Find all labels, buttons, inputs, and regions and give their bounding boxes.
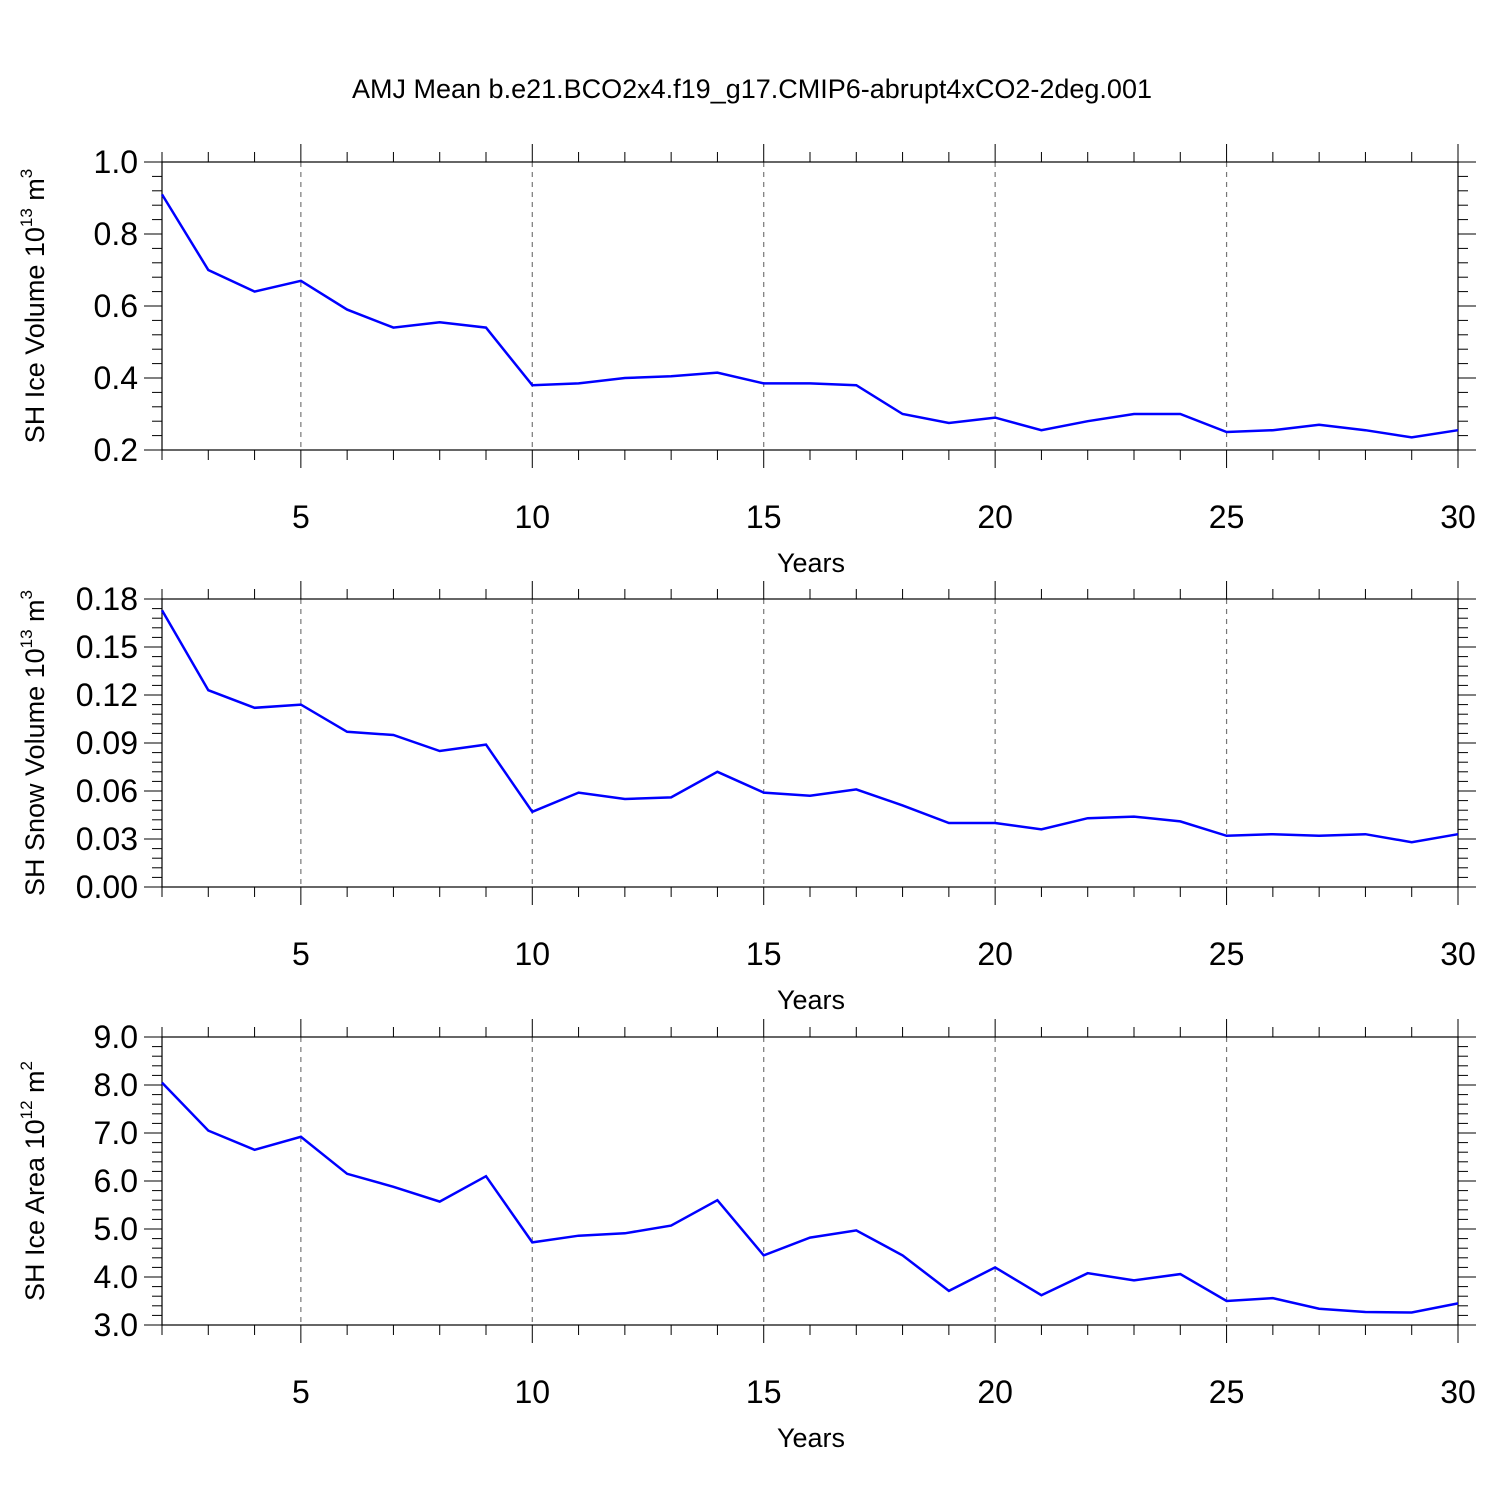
x-axis-label: Years	[777, 548, 845, 578]
x-tick-label: 30	[1440, 936, 1476, 972]
y-axis-label-exponent: 13	[17, 208, 36, 227]
x-tick-label: 10	[514, 936, 550, 972]
y-tick-label: 6.0	[94, 1163, 138, 1199]
y-axis-label: SH Ice Volume 1013 m3	[17, 169, 50, 444]
y-tick-label: 5.0	[94, 1211, 138, 1247]
x-tick-label: 10	[514, 499, 550, 535]
panel-3: 3.0 4.0 5.0 6.0 7.0 8.0 9.0 5 10 15 20 25 30 Years SH …	[17, 1019, 1476, 1453]
series-line	[161, 1081, 1459, 1314]
series-line	[160, 609, 1459, 844]
x-tick-label: 20	[977, 499, 1013, 535]
panel-2: 0.00 0.03 0.06 0.09 0.12 0.15 0.18 5 10 15 20 25 30 Y…	[17, 581, 1476, 1015]
y-tick-label: 1.0	[94, 144, 138, 180]
x-tick-label: 15	[746, 499, 782, 535]
y-tick-label: 0.18	[76, 581, 138, 617]
y-axis-label-unit-exponent: 2	[17, 1061, 36, 1070]
x-tick-label: 10	[514, 1374, 550, 1410]
plot-frame	[161, 598, 1459, 888]
x-tick-label: 5	[292, 1374, 310, 1410]
y-tick-label: 8.0	[94, 1067, 138, 1103]
y-tick-label: 0.2	[94, 432, 138, 468]
y-axis-label-main: SH Ice Area 10	[20, 1119, 50, 1301]
y-tick-label: 0.6	[94, 288, 138, 324]
x-tick-label: 5	[292, 936, 310, 972]
y-tick-label: 3.0	[94, 1307, 138, 1343]
y-tick-label: 0.8	[94, 216, 138, 252]
y-axis-label-main: SH Ice Volume 10	[20, 227, 50, 443]
x-tick-label: 25	[1209, 1374, 1245, 1410]
figure-title: AMJ Mean b.e21.BCO2x4.f19_g17.CMIP6-abru…	[352, 74, 1152, 104]
x-tick-label: 15	[746, 936, 782, 972]
y-axis-label-exponent: 13	[17, 629, 36, 648]
y-tick-label: 7.0	[94, 1115, 138, 1151]
y-tick-label: 0.09	[76, 725, 138, 761]
x-tick-label: 5	[292, 499, 310, 535]
y-tick-label: 0.15	[76, 629, 138, 665]
x-axis-label: Years	[777, 985, 845, 1015]
x-tick-label: 30	[1440, 1374, 1476, 1410]
y-axis-label-unit-exponent: 3	[17, 169, 36, 178]
y-tick-label: 4.0	[94, 1259, 138, 1295]
y-tick-label: 0.4	[94, 360, 138, 396]
y-axis-label-main: SH Snow Volume 10	[20, 648, 50, 896]
y-tick-label: 9.0	[94, 1019, 138, 1055]
y-axis-label-exponent: 12	[17, 1100, 36, 1119]
panel-1: 0.2 0.4 0.6 0.8 1.0 5 10 15 20 25 30 Years SH Ice Vo…	[17, 144, 1476, 578]
x-tick-label: 15	[746, 1374, 782, 1410]
y-axis-label-unit: m	[20, 599, 50, 629]
plot-frame	[161, 1036, 1459, 1326]
y-tick-label: 0.06	[76, 773, 138, 809]
x-tick-label: 20	[977, 936, 1013, 972]
x-tick-label: 25	[1209, 499, 1245, 535]
series-line	[160, 193, 1459, 439]
y-tick-label: 0.12	[76, 677, 138, 713]
x-axis-label: Years	[777, 1423, 845, 1453]
y-axis-label: SH Ice Area 1012 m2	[17, 1061, 50, 1301]
x-tick-label: 20	[977, 1374, 1013, 1410]
x-tick-label: 30	[1440, 499, 1476, 535]
y-axis-label-unit: m	[20, 178, 50, 208]
y-axis-label-unit: m	[20, 1070, 50, 1100]
y-tick-label: 0.00	[76, 869, 138, 905]
y-axis-label-unit-exponent: 3	[17, 590, 36, 599]
y-tick-label: 0.03	[76, 821, 138, 857]
y-axis-label: SH Snow Volume 1013 m3	[17, 590, 50, 896]
plot-frame	[161, 161, 1459, 451]
x-tick-label: 25	[1209, 936, 1245, 972]
